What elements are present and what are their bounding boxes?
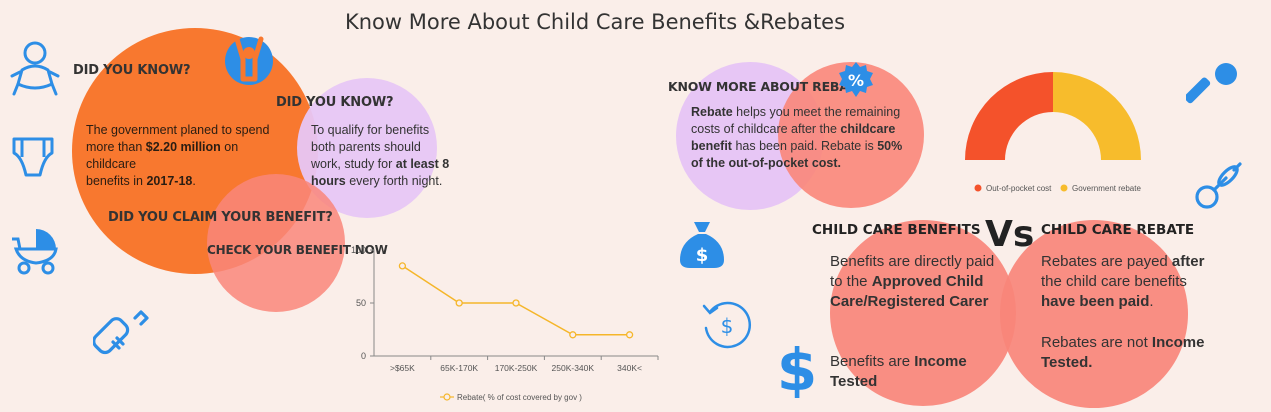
y-tick-label: 100 [351,245,366,255]
rebate-paid-text: Rebates are payed after the child care b… [1041,253,1205,310]
legend-label: Rebate( % of cost covered by gov ) [457,393,582,402]
rebate-not-tested-text: Rebates are not Income Tested. [1041,334,1205,371]
donut-slice-government-rebate [1053,72,1141,160]
baby-icon [10,41,60,96]
salmon-circle-small [207,174,345,312]
y-tick-label: 0 [361,351,366,361]
rattle-icon [1186,63,1237,104]
rebate-heading: KNOW MORE ABOUT REBATE [668,79,865,94]
data-point [512,299,520,307]
spend-text: The government planed to spend more than… [86,123,270,188]
data-point [625,331,634,339]
benefits-circle [830,220,1016,406]
data-point [398,262,407,270]
qualify-text: To qualify for benefits both parents sho… [311,123,450,188]
svg-text:$: $ [721,314,734,338]
claim-benefit-heading: DID YOU CLAIM YOUR BENEFIT? [108,210,333,225]
x-tick-label: >$65K [390,363,415,373]
rebate-text: Rebate helps you meet the remaining cost… [691,105,903,170]
benefits-title: CHILD CARE BENEFITS [812,222,981,238]
page-title: Know More About Child Care Benefits &Reb… [344,10,846,34]
stroller-icon [12,229,58,275]
svg-text:$: $ [777,338,817,398]
rebate-circle [1000,220,1188,408]
percent-badge-icon: % [839,62,873,97]
chart-legend: Rebate( % of cost covered by gov ) [440,393,582,402]
donut-slice-out-of-pocket [965,72,1053,160]
vs-label: Vs [985,214,1035,255]
child-arms-up-icon [225,36,273,85]
baby-bottle-icon [93,310,149,355]
refund-cycle-icon: $ [702,301,751,349]
check-benefit-link[interactable]: CHECK YOUR BENEFIT NOW [207,243,388,257]
money-bag-icon: $ [680,222,724,268]
x-tick-label: 250K-340K [552,363,595,373]
did-you-know-heading-2: DID YOU KNOW? [276,95,394,110]
legend-dot-out-of-pocket [974,184,982,192]
x-tick-label: 170K-250K [495,363,538,373]
legend-out-of-pocket: Out-of-pocket cost [986,184,1052,193]
data-point [455,299,463,307]
svg-text:$: $ [696,245,709,266]
did-you-know-heading-1: DID YOU KNOW? [73,63,191,78]
rebate-line-chart: 0 50 100 >$65K 65K-170K 170K-250K 250K-340K 34… [351,245,659,402]
x-tick-label: 65K-170K [440,363,478,373]
dollar-icon: $ [777,338,817,398]
diaper-icon [12,137,54,177]
rebate-title: CHILD CARE REBATE [1041,222,1195,238]
benefits-tested-text: Benefits are Income Tested [830,353,967,390]
data-point [569,331,577,339]
rebate-half-donut-chart: Out-of-pocket cost Government rebate [965,72,1141,193]
x-tick-label: 340K< [617,363,642,373]
benefits-paid-text: Benefits are directly paid to the Approv… [830,253,995,310]
svg-text:%: % [848,71,864,90]
y-tick-label: 50 [356,298,366,308]
legend-dot-government-rebate [1060,184,1068,192]
legend-government-rebate: Government rebate [1072,184,1141,193]
pacifier-icon [1195,162,1242,209]
